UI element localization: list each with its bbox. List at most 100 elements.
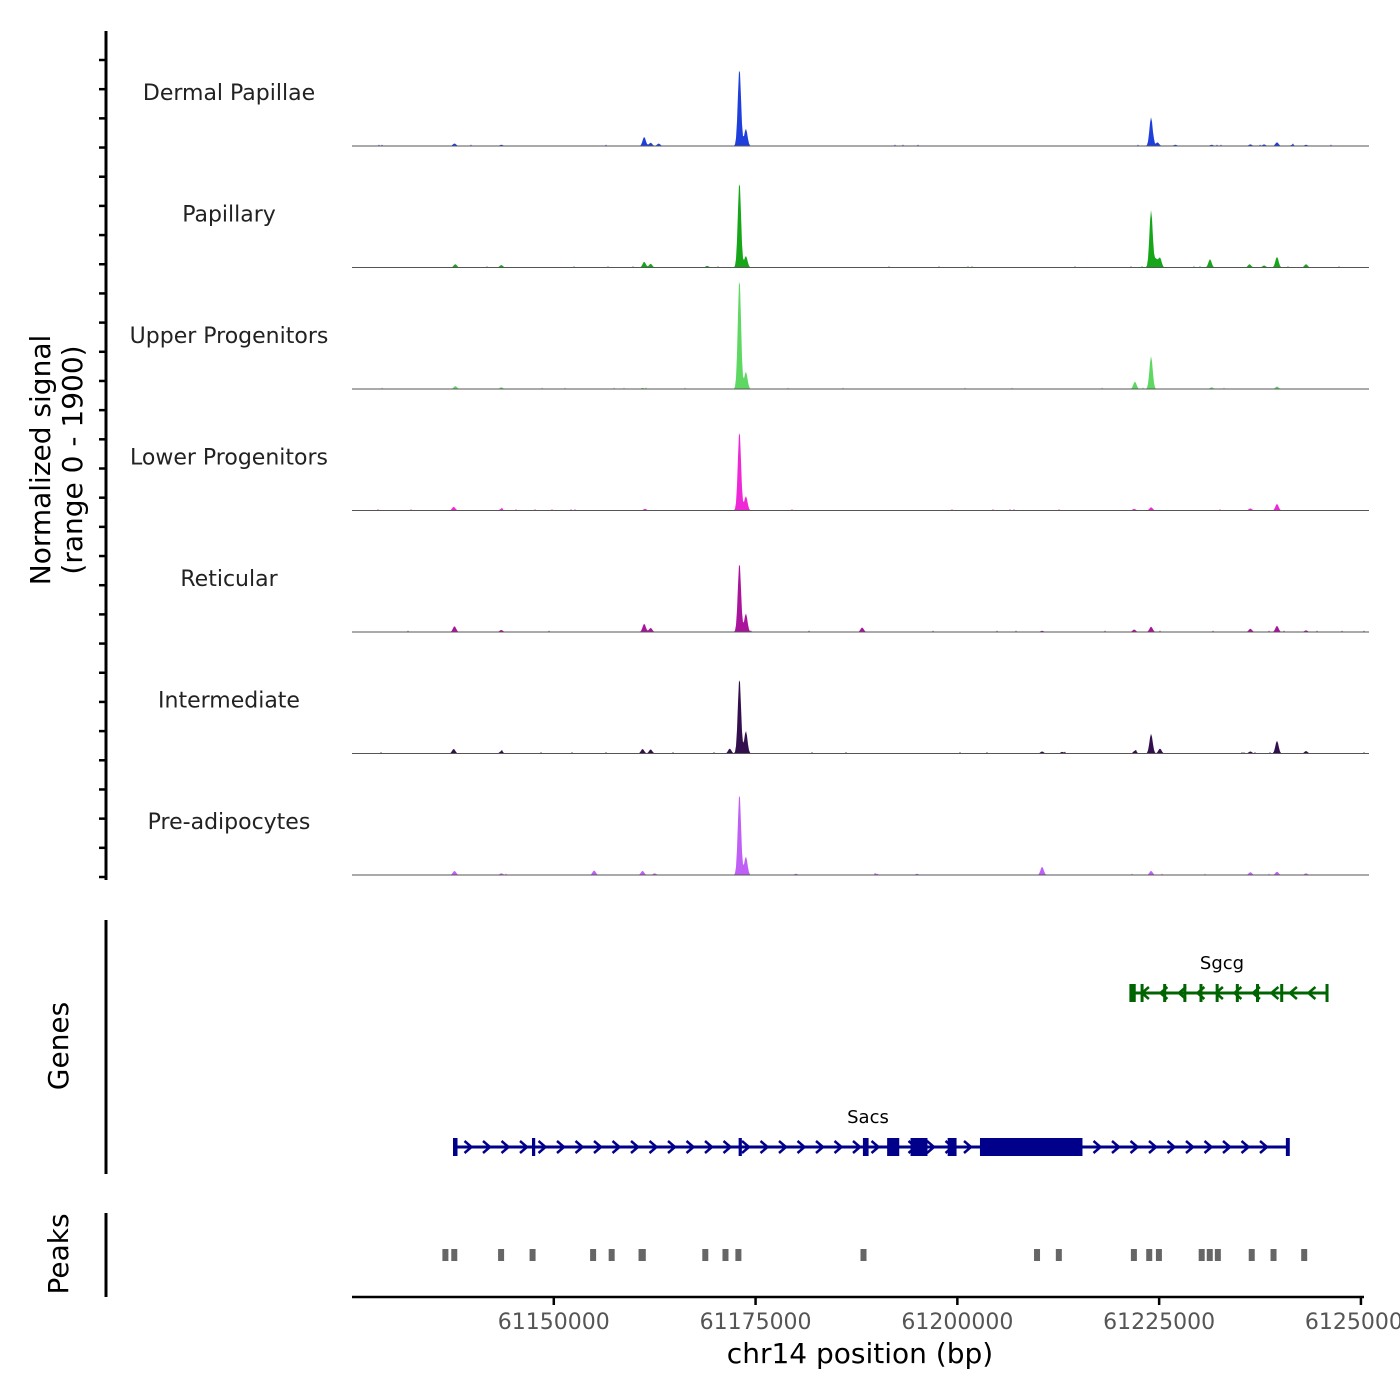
- track-label: Intermediate: [158, 689, 300, 714]
- strand-arrow: [833, 1140, 844, 1154]
- strand-arrow: [1259, 1140, 1269, 1154]
- strand-arrow: [741, 1140, 751, 1154]
- strand-arrow: [1185, 1140, 1195, 1154]
- coverage-area: [352, 795, 1369, 875]
- strand-arrow: [667, 1140, 677, 1154]
- peak-region: [1055, 1249, 1062, 1261]
- strand-arrow: [556, 1140, 566, 1154]
- track-label: Upper Progenitors: [130, 324, 329, 349]
- peak-region: [860, 1249, 867, 1261]
- coverage-area: [352, 184, 1369, 268]
- peak-region: [498, 1249, 505, 1261]
- peak-region: [1034, 1249, 1041, 1261]
- strand-arrow: [852, 1140, 862, 1154]
- peaks-axis-title: Peaks: [42, 1213, 75, 1294]
- coverage-area: [352, 564, 1369, 632]
- strand-arrow: [500, 1140, 511, 1154]
- gene-label: Sgcg: [1200, 953, 1244, 974]
- peak-region: [1270, 1249, 1277, 1261]
- peak-region: [1155, 1249, 1162, 1261]
- peak-region: [722, 1249, 729, 1261]
- strand-arrow: [685, 1140, 696, 1154]
- strand-arrow: [926, 1140, 936, 1154]
- strand-arrow: [630, 1140, 640, 1154]
- coverage-tracks: Dermal Papillae Papillary Upper Progenitor…: [130, 70, 1369, 876]
- strand-arrow: [1306, 986, 1317, 1000]
- strand-arrow: [537, 1140, 548, 1154]
- peak-region: [1146, 1249, 1153, 1261]
- peak-region: [1198, 1249, 1205, 1261]
- strand-arrow: [796, 1140, 807, 1154]
- strand-arrow: [778, 1140, 788, 1154]
- track-label: Dermal Papillae: [143, 81, 315, 106]
- track-label: Papillary: [182, 203, 276, 228]
- strand-arrow: [482, 1140, 492, 1154]
- peak-region: [608, 1249, 615, 1261]
- track-label: Reticular: [180, 567, 278, 592]
- strand-arrow: [1269, 986, 1280, 1000]
- coverage-area: [352, 282, 1369, 389]
- gene-exon: [1280, 984, 1284, 1002]
- strand-arrow: [1111, 1140, 1121, 1154]
- track-label: Lower Progenitors: [130, 446, 328, 471]
- peak-region: [1248, 1249, 1255, 1261]
- x-tick-label: 61150000: [498, 1310, 610, 1335]
- gene-exon: [531, 1138, 536, 1156]
- strand-arrow: [1166, 1140, 1177, 1154]
- genes-axis-title: Genes: [42, 1002, 75, 1090]
- coverage-track: Intermediate: [158, 680, 1369, 754]
- gene-exon: [947, 1138, 957, 1156]
- peak-region: [442, 1249, 449, 1261]
- strand-arrow: [722, 1140, 733, 1154]
- track-label: Pre-adipocytes: [148, 810, 311, 835]
- strand-arrow: [1092, 1140, 1103, 1154]
- peak-region: [1130, 1249, 1137, 1261]
- genes-panel: Sgcg Sacs: [453, 953, 1329, 1156]
- x-tick-label: 61250000: [1305, 1310, 1400, 1335]
- peak-region: [1214, 1249, 1221, 1261]
- coverage-track: Reticular: [180, 564, 1369, 633]
- gene-model: Sgcg: [1129, 953, 1329, 1002]
- gene-label: Sacs: [847, 1107, 889, 1128]
- coverage-track: Papillary: [182, 184, 1369, 268]
- coverage-track: Dermal Papillae: [143, 70, 1369, 147]
- coverage-area: [352, 680, 1369, 754]
- x-axis-ticks: 61150000 61175000 61200000 61225000 61250000: [498, 1297, 1400, 1335]
- coverage-track: Upper Progenitors: [130, 282, 1369, 390]
- strand-arrow: [1232, 986, 1243, 1000]
- strand-arrow: [1203, 1140, 1214, 1154]
- x-axis-title: chr14 position (bp): [727, 1337, 993, 1370]
- strand-arrow: [1148, 1140, 1158, 1154]
- peak-region: [735, 1249, 742, 1261]
- peak-region: [1206, 1249, 1213, 1261]
- gene-model: Sacs: [453, 1107, 1290, 1156]
- gene-exon: [1215, 984, 1219, 1002]
- x-tick-label: 61175000: [700, 1310, 812, 1335]
- x-tick-label: 61225000: [1103, 1310, 1215, 1335]
- peaks-panel: [442, 1249, 1308, 1261]
- gene-exon: [1130, 984, 1136, 1002]
- peak-region: [1301, 1249, 1308, 1261]
- gene-exon: [1256, 984, 1259, 1002]
- peak-region: [590, 1249, 597, 1261]
- y-axis-title: Normalized signal (range 0 - 1900): [24, 335, 89, 586]
- strand-arrow: [574, 1140, 585, 1154]
- strand-arrow: [1240, 1140, 1251, 1154]
- gene-exon: [1140, 984, 1144, 1002]
- strand-arrow: [704, 1140, 714, 1154]
- strand-arrow: [463, 1140, 474, 1154]
- strand-arrow: [1222, 1140, 1232, 1154]
- strand-arrow: [870, 1140, 881, 1154]
- gene-exon: [910, 1138, 928, 1156]
- strand-arrow: [611, 1140, 622, 1154]
- gene-exon: [738, 1138, 742, 1156]
- strand-arrow: [759, 1140, 770, 1154]
- gene-exon: [1183, 984, 1187, 1002]
- strand-arrow: [593, 1140, 603, 1154]
- coverage-axis: [99, 31, 108, 880]
- gene-exon: [1199, 984, 1203, 1002]
- peak-region: [451, 1249, 458, 1261]
- gene-exon: [1163, 984, 1167, 1002]
- y-axis-title-line1: Normalized signal: [24, 335, 57, 586]
- strand-arrow: [648, 1140, 659, 1154]
